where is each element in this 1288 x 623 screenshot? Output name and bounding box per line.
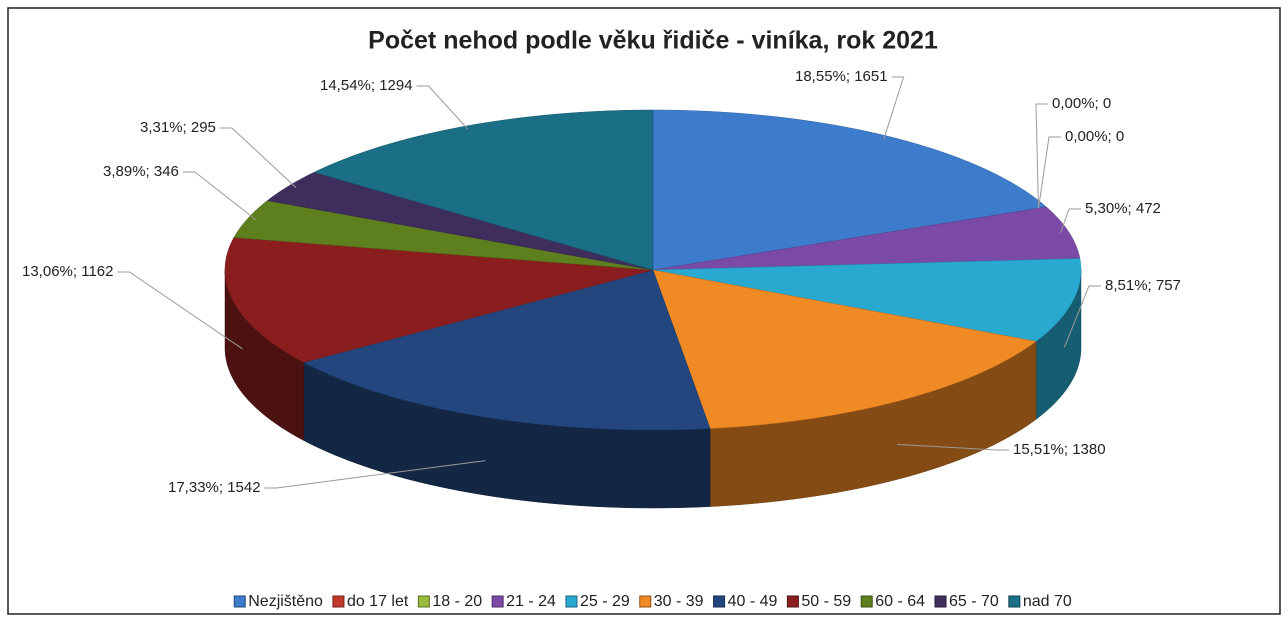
data-label: 15,51%; 1380 bbox=[1013, 441, 1106, 458]
data-label: 0,00%; 0 bbox=[1052, 95, 1111, 112]
legend-label: 60 - 64 bbox=[875, 593, 925, 610]
leader-line bbox=[219, 127, 297, 189]
leader-line bbox=[416, 85, 469, 130]
leader-line bbox=[1063, 285, 1101, 348]
leader-line bbox=[182, 171, 257, 221]
leader-line bbox=[897, 443, 1009, 451]
legend-label: 65 - 70 bbox=[949, 593, 999, 610]
slice bbox=[302, 269, 711, 431]
data-label: 3,31%; 295 bbox=[140, 119, 216, 136]
legend-label: nad 70 bbox=[1023, 593, 1072, 610]
legend-label: 40 - 49 bbox=[728, 593, 778, 610]
legend: Nezjištěno do 17 let 18 - 20 21 - 24 25 - 29… bbox=[233, 593, 1072, 610]
legend-swatch bbox=[639, 595, 652, 608]
legend-swatch bbox=[1008, 595, 1021, 608]
slice bbox=[652, 206, 1081, 271]
legend-label: 25 - 29 bbox=[580, 593, 630, 610]
leader-line bbox=[117, 271, 243, 350]
legend-label: 21 - 24 bbox=[506, 593, 556, 610]
data-label: 18,55%; 1651 bbox=[795, 68, 888, 85]
legend-swatch bbox=[934, 595, 947, 608]
data-label: 5,30%; 472 bbox=[1085, 200, 1161, 217]
legend-swatch bbox=[491, 595, 504, 608]
leader-line bbox=[1035, 103, 1048, 209]
legend-label: 50 - 59 bbox=[801, 593, 851, 610]
slice bbox=[313, 109, 654, 271]
data-label: 14,54%; 1294 bbox=[320, 77, 413, 94]
legend-swatch bbox=[713, 595, 726, 608]
legend-swatch bbox=[233, 595, 246, 608]
legend-label: 30 - 39 bbox=[654, 593, 704, 610]
data-label: 3,89%; 346 bbox=[103, 163, 179, 180]
data-label: 8,51%; 757 bbox=[1105, 277, 1181, 294]
leader-line bbox=[1060, 208, 1081, 234]
leader-line bbox=[264, 460, 486, 489]
leader-line bbox=[883, 76, 905, 140]
slice bbox=[652, 269, 1037, 429]
legend-swatch bbox=[860, 595, 873, 608]
data-label: 17,33%; 1542 bbox=[168, 479, 261, 496]
legend-swatch bbox=[417, 595, 430, 608]
legend-label: 18 - 20 bbox=[432, 593, 482, 610]
legend-swatch bbox=[565, 595, 578, 608]
legend-label: Nezjištěno bbox=[248, 593, 323, 610]
legend-swatch bbox=[786, 595, 799, 608]
leader-line bbox=[1037, 136, 1061, 209]
chart-title: Počet nehod podle věku řidiče - viníka, … bbox=[368, 27, 938, 55]
slice bbox=[652, 109, 1047, 271]
legend-label: do 17 let bbox=[347, 593, 409, 610]
slice bbox=[266, 171, 654, 271]
data-label: 0,00%; 0 bbox=[1065, 128, 1124, 145]
slice bbox=[233, 200, 654, 271]
data-label: 13,06%; 1162 bbox=[22, 263, 113, 280]
slice bbox=[224, 237, 654, 363]
legend-swatch bbox=[332, 595, 345, 608]
slice bbox=[652, 258, 1082, 342]
